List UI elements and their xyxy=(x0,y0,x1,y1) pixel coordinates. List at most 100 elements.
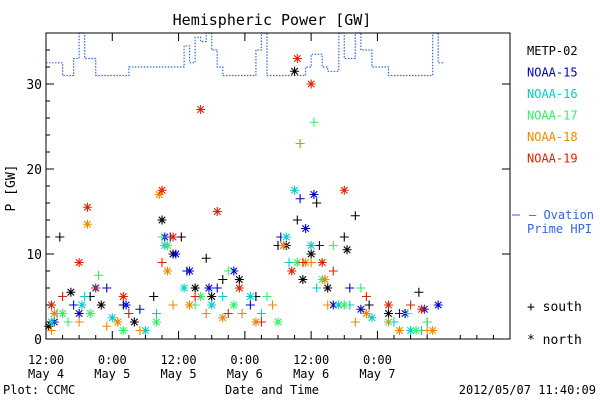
noaa-19-north-point xyxy=(118,292,128,301)
noaa-17-south-point xyxy=(157,232,167,242)
noaa-16-north-point xyxy=(281,232,291,242)
metp-02-north-point xyxy=(383,309,393,318)
noaa-17-south-point xyxy=(309,117,319,127)
legend-north: * north xyxy=(527,333,582,348)
noaa-19-south-point xyxy=(298,258,308,267)
x-axis-label: Date and Time xyxy=(225,383,319,397)
noaa-18-north-point xyxy=(251,317,261,327)
noaa-15-north-point xyxy=(433,300,443,310)
noaa-16-north-point xyxy=(290,185,300,195)
noaa-15-south-point xyxy=(245,300,255,310)
footer-timestamp: 2012/05/07 11:40:09 xyxy=(459,383,596,397)
noaa-18-north-point xyxy=(395,326,405,335)
metp-02-north-point xyxy=(342,245,352,255)
noaa-17-north-point xyxy=(196,292,206,301)
noaa-19-north-point xyxy=(47,300,57,310)
noaa-17-north-point xyxy=(339,300,349,310)
noaa-15-south-point xyxy=(69,300,79,310)
noaa-18-south-point xyxy=(295,139,305,148)
x-tick-date-label: May 5 xyxy=(94,367,130,381)
x-tick-time-label: 0:00 xyxy=(98,353,127,367)
noaa-17-south-point xyxy=(63,317,73,327)
noaa-15-north-point xyxy=(171,249,181,259)
metp-02-north-point xyxy=(44,321,54,331)
noaa-19-north-point xyxy=(196,105,206,114)
noaa-18-south-point xyxy=(383,317,393,327)
metp-02-north-point xyxy=(306,249,316,259)
x-tick-date-label: May 5 xyxy=(161,367,197,381)
legend-item: NOAA-16 xyxy=(527,87,578,101)
noaa-19-north-point xyxy=(306,79,316,89)
metp-02-north-point xyxy=(234,275,244,284)
x-tick-date-label: May 7 xyxy=(359,367,395,381)
noaa-15-north-point xyxy=(356,304,366,314)
noaa-16-south-point xyxy=(151,309,161,318)
noaa-15-south-point xyxy=(212,283,222,293)
legend-item: METP-02 xyxy=(527,44,578,58)
noaa-15-north-point xyxy=(121,300,131,310)
metp-02-north-point xyxy=(207,292,217,301)
noaa-16-south-point xyxy=(284,258,294,267)
noaa-18-north-point xyxy=(113,317,123,327)
noaa-19-north-point xyxy=(234,283,244,293)
noaa-15-south-point xyxy=(345,283,355,293)
noaa-16-south-point xyxy=(312,283,322,293)
noaa-16-north-point xyxy=(107,313,117,323)
metp-02-south-point xyxy=(350,211,360,221)
y-tick-label: 0 xyxy=(34,333,42,348)
y-axis: 0 10 20 30 xyxy=(26,32,510,348)
noaa-17-north-point xyxy=(292,258,302,267)
legend: METP-02 NOAA-15 NOAA-16 NOAA-17 NOAA-18 NOAA-… xyxy=(527,44,578,166)
noaa-17-north-point xyxy=(411,326,421,335)
noaa-17-north-point xyxy=(163,241,173,250)
noaa-18-north-point xyxy=(185,300,195,310)
noaa-15-north-point xyxy=(229,266,239,276)
noaa-15-north-point xyxy=(328,300,338,310)
noaa-19-north-point xyxy=(74,258,84,267)
noaa-18-north-point xyxy=(361,309,371,318)
noaa-15-north-point xyxy=(185,266,195,276)
noaa-18-south-point xyxy=(74,317,84,327)
noaa-16-north-point xyxy=(47,317,57,327)
noaa-15-south-point xyxy=(314,241,324,250)
noaa-19-north-point xyxy=(339,185,349,195)
noaa-19-south-point xyxy=(157,258,167,267)
metp-02-north-point xyxy=(298,275,308,284)
y-tick-label: 20 xyxy=(26,163,42,178)
metp-02-north-point xyxy=(129,317,139,327)
hpi-legend-line-2: Prime HPI xyxy=(527,222,592,236)
noaa-16-north-point xyxy=(245,292,255,301)
hpi-legend: – Ovation Prime HPI xyxy=(512,208,594,236)
noaa-17-north-point xyxy=(118,326,128,335)
noaa-18-south-point xyxy=(201,309,211,318)
noaa-18-south-point xyxy=(102,321,112,331)
y-tick-label: 10 xyxy=(26,248,42,263)
noaa-17-south-point xyxy=(356,283,366,293)
noaa-19-south-point xyxy=(58,292,68,301)
noaa-18-north-point xyxy=(49,309,59,318)
metp-02-north-point xyxy=(190,283,200,293)
noaa-17-south-point xyxy=(328,241,338,250)
noaa-18-north-point xyxy=(82,219,92,229)
metp-02-north-point xyxy=(96,300,106,310)
chart-title: Hemispheric Power [GW] xyxy=(173,11,372,29)
hpi-legend-line-1: – Ovation xyxy=(529,208,594,222)
noaa-19-south-point xyxy=(223,309,233,318)
noaa-19-south-point xyxy=(406,300,416,310)
x-tick-date-label: May 4 xyxy=(28,367,64,381)
data-points-layer xyxy=(44,54,443,335)
metp-02-south-point xyxy=(312,198,322,208)
noaa-16-north-point xyxy=(179,283,189,293)
metp-02-south-point xyxy=(201,253,211,263)
ovation-hpi-layer xyxy=(46,32,444,77)
noaa-17-north-point xyxy=(273,317,283,327)
noaa-16-north-point xyxy=(406,326,416,335)
metp-02-south-point xyxy=(292,215,302,225)
noaa-18-south-point xyxy=(135,326,145,335)
x-tick-time-label: 0:00 xyxy=(363,353,392,367)
noaa-17-south-point xyxy=(223,266,233,276)
x-tick-date-label: May 6 xyxy=(227,367,263,381)
noaa-15-north-point xyxy=(301,224,311,233)
